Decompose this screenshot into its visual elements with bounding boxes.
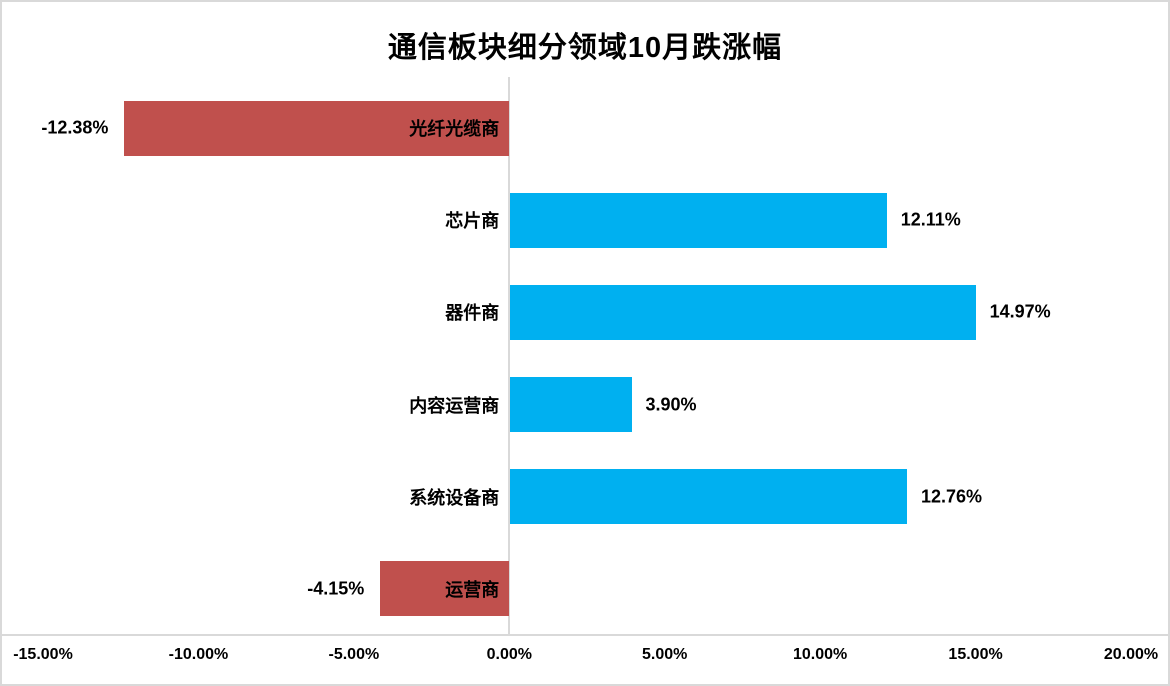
value-label: 3.90% (645, 394, 697, 415)
x-tick-label: -15.00% (13, 646, 73, 663)
value-label: 14.97% (989, 301, 1051, 322)
x-tick-label: 5.00% (642, 646, 688, 663)
category-label: 系统设备商 (409, 487, 500, 508)
category-label: 光纤光缆商 (409, 119, 500, 140)
zero-axis-line (508, 77, 511, 635)
category-label: 芯片商 (445, 211, 500, 232)
bar-positive (510, 284, 976, 340)
x-tick-label: -5.00% (328, 646, 380, 663)
x-tick-label: -10.00% (168, 646, 229, 663)
x-axis-line (2, 634, 1168, 636)
value-label: 12.11% (900, 209, 961, 230)
bar-positive (510, 192, 887, 248)
bar-negative (124, 100, 510, 156)
x-tick-label: 15.00% (948, 646, 1003, 663)
bar-positive (510, 469, 907, 525)
bar-positive (510, 377, 632, 433)
value-label: -12.38% (41, 117, 109, 138)
bar-negative (380, 561, 510, 617)
category-label: 内容运营商 (409, 395, 500, 416)
value-label: -4.15% (307, 578, 365, 599)
value-label: 12.76% (920, 486, 982, 507)
x-tick-label: 10.00% (793, 646, 848, 663)
category-label: 器件商 (445, 303, 500, 324)
chart-title: 通信板块细分领域10月跌涨幅 (387, 32, 783, 64)
x-axis-tick-labels: -15.00% -10.00% -5.00% 0.00% 5.00% 10.00% 15.0… (13, 646, 1158, 674)
x-tick-label: 0.00% (486, 646, 532, 663)
category-label: 运营商 (445, 579, 500, 600)
x-tick-label: 20.00% (1103, 646, 1159, 663)
plot-area: 光纤光缆商 -12.38% 芯片商 12.11% 器件商 14.97% 内容运营商 3.90%… (41, 77, 1131, 635)
